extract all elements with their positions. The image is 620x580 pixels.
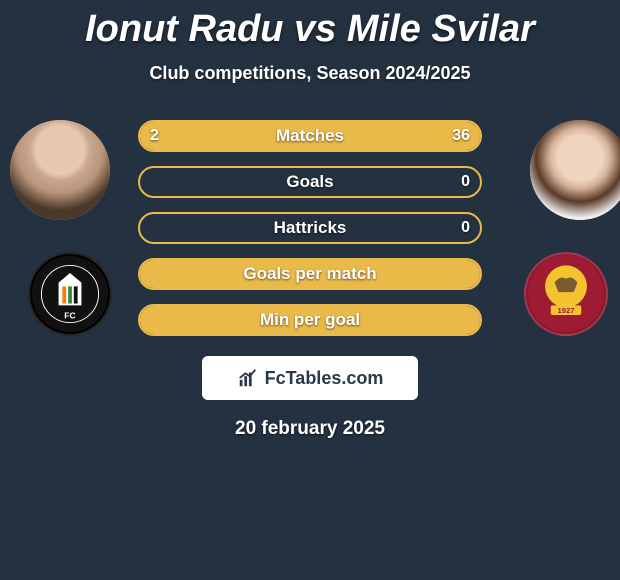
player-left-avatar	[10, 120, 110, 220]
svg-text:1927: 1927	[558, 306, 575, 315]
stat-row: 0Goals	[138, 166, 482, 198]
chart-icon	[237, 367, 259, 389]
source-logo: FcTables.com	[202, 356, 418, 400]
subtitle: Club competitions, Season 2024/2025	[0, 63, 620, 84]
date-label: 20 february 2025	[0, 418, 620, 440]
source-logo-text: FcTables.com	[265, 368, 384, 389]
stat-row: 236Matches	[138, 120, 482, 152]
avatar-placeholder	[10, 120, 110, 220]
stat-row: Min per goal	[138, 304, 482, 336]
avatar-placeholder	[530, 120, 620, 220]
stat-label: Matches	[140, 122, 480, 150]
roma-crest-icon: 1927	[526, 254, 606, 334]
stat-label: Min per goal	[140, 306, 480, 334]
club-right-badge: 1927	[524, 252, 608, 336]
stat-row: 0Hattricks	[138, 212, 482, 244]
svg-text:FC: FC	[64, 311, 75, 321]
club-left-badge: FC	[28, 252, 112, 336]
stat-label: Goals per match	[140, 260, 480, 288]
stats-list: 236Matches 0Goals 0Hattricks Goals per matc…	[138, 120, 482, 350]
stat-label: Hattricks	[140, 214, 480, 242]
venezia-crest-icon: FC	[30, 254, 110, 334]
comparison-panel: FC 1927 236Matches 0Goals 0Hattricks Goals …	[0, 120, 620, 350]
player-right-avatar	[530, 120, 620, 220]
stat-row: Goals per match	[138, 258, 482, 290]
stat-label: Goals	[140, 168, 480, 196]
page-title: Ionut Radu vs Mile Svilar	[0, 0, 620, 51]
